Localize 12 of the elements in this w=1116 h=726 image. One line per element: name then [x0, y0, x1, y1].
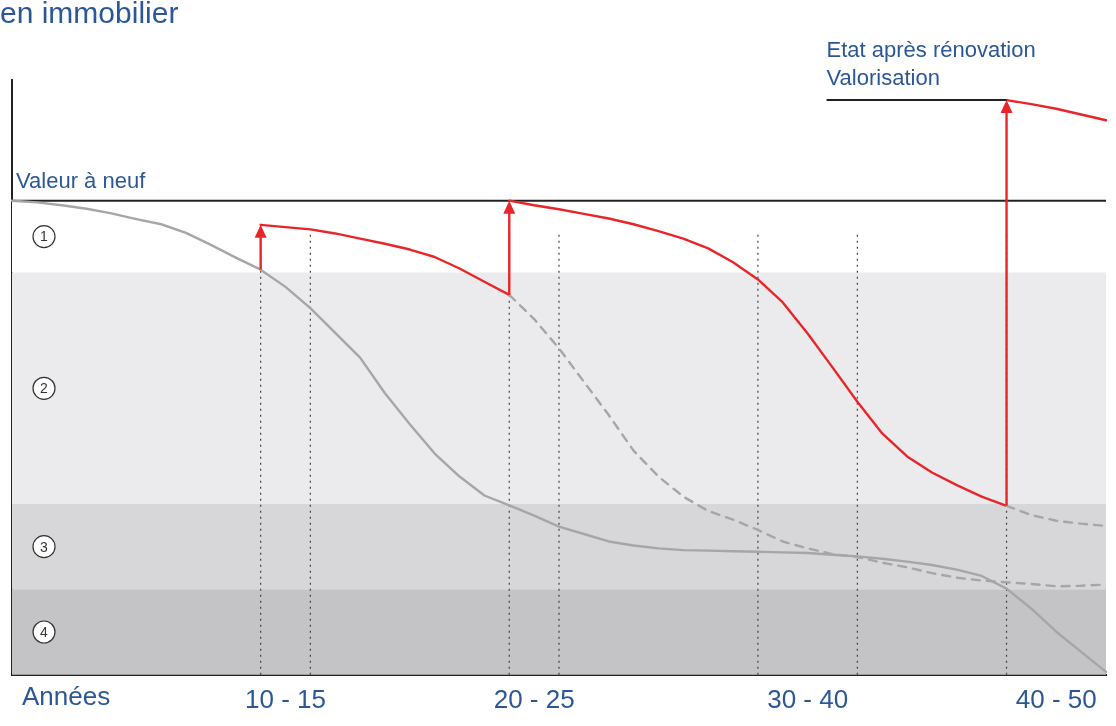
x-axis-title: Années [22, 680, 111, 711]
ref-line-label: Valeur à neuf [16, 167, 147, 193]
x-tick-label: 40 - 50 [1015, 683, 1097, 714]
band-label: 2 [40, 380, 49, 397]
x-tick-label: 30 - 40 [767, 683, 849, 714]
band-label: 3 [40, 538, 49, 555]
x-tick-label: 10 - 15 [245, 683, 326, 714]
text: Etat après rénovation Valorisation [826, 37, 1036, 91]
band-label: 1 [40, 228, 49, 245]
x-tick-label: 20 - 25 [493, 683, 575, 714]
chart-title: en immobilier [0, 0, 179, 30]
band-label: 4 [40, 623, 49, 640]
